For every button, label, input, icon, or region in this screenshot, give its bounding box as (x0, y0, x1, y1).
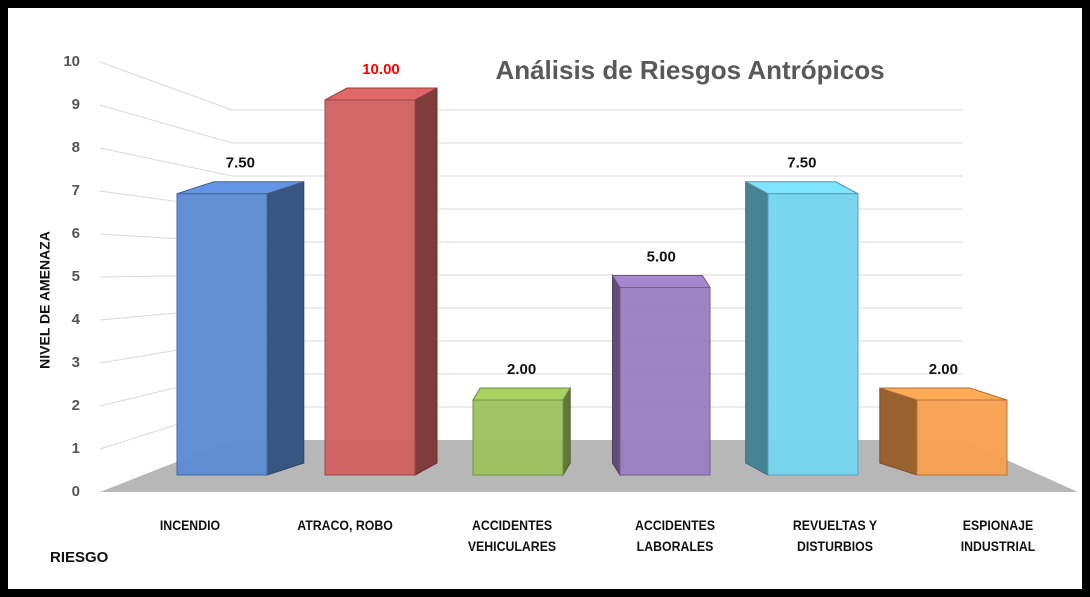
bar-top (611, 275, 711, 288)
x-tick-label: ATRACO, ROBO (297, 517, 393, 533)
y-tick-label: 0 (72, 483, 80, 500)
y-tick-label: 6 (72, 225, 80, 242)
value-label: 5.00 (647, 248, 676, 265)
bar-side (266, 181, 305, 476)
bar (472, 386, 572, 477)
x-tick-label: ESPIONAJE INDUSTRIAL (960, 517, 1036, 554)
value-label: 7.50 (787, 155, 816, 172)
value-label: 10.00 (362, 61, 400, 78)
grid-line (99, 104, 962, 144)
y-tick-label: 8 (72, 139, 80, 156)
bar-side (879, 387, 918, 476)
value-label: 2.00 (929, 361, 958, 378)
y-tick-label: 5 (72, 268, 80, 285)
x-axis-label: RIESGO (50, 549, 109, 566)
bar-front (767, 193, 859, 476)
value-label: 7.50 (226, 155, 255, 172)
bar (745, 180, 859, 476)
y-tick-label: 7 (72, 182, 80, 199)
y-tick-label: 1 (72, 440, 80, 457)
y-tick-label: 4 (72, 311, 81, 328)
bar-side (414, 87, 438, 476)
bar-front (472, 399, 564, 476)
bar-front (619, 287, 711, 476)
y-axis-label: NIVEL DE AMENAZA (37, 231, 53, 369)
y-tick-label: 3 (72, 354, 80, 371)
value-label: 2.00 (507, 361, 536, 378)
grid-line (99, 61, 962, 111)
x-tick-label: INCENDIO (159, 517, 221, 533)
y-tick-label: 10 (63, 53, 80, 70)
bar-front (176, 193, 268, 476)
bar-front (916, 399, 1008, 476)
y-tick-label: 9 (72, 96, 80, 113)
bar (611, 273, 711, 477)
grid-line (99, 147, 962, 177)
bar (879, 387, 1008, 476)
bar (176, 181, 305, 476)
y-tick-label: 2 (72, 397, 80, 414)
bar-side (562, 386, 571, 477)
x-tick-label: ACCIDENTES LABORALES (634, 517, 716, 554)
bar-side (612, 273, 621, 477)
x-tick-label: ACCIDENTES VEHICULARES (467, 517, 557, 554)
x-tick-label: REVUELTAS Y DISTURBIOS (792, 517, 878, 554)
bar-top (472, 387, 572, 401)
bar-front (324, 99, 416, 476)
bar (324, 87, 438, 476)
chart-title: Análisis de Riesgos Antrópicos (495, 55, 884, 85)
bar-side (745, 180, 769, 476)
